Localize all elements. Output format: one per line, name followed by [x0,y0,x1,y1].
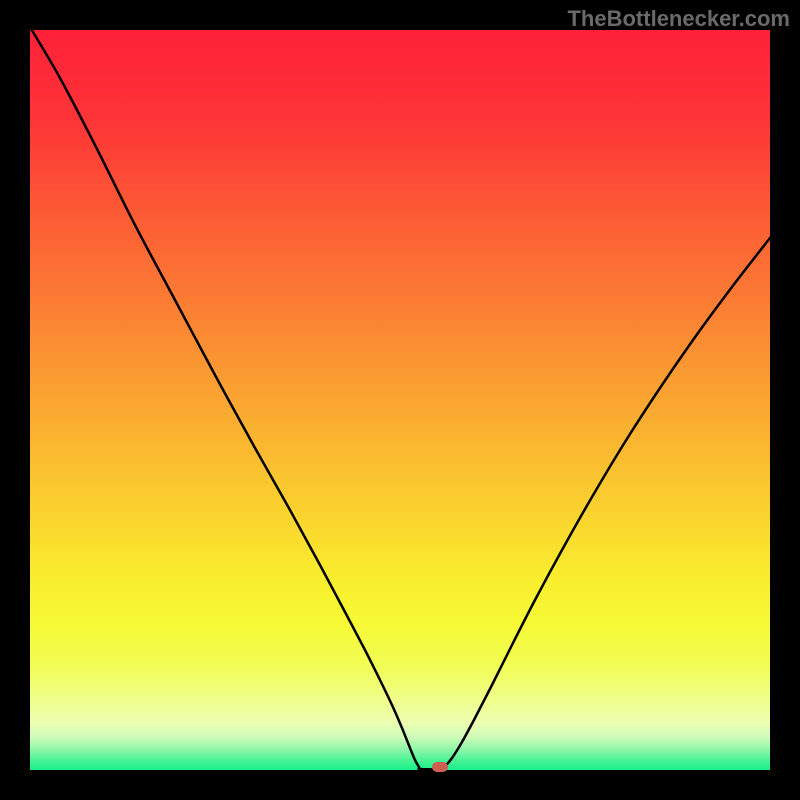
gradient-background [30,30,770,770]
watermark-text: TheBottlenecker.com [567,6,790,32]
optimum-marker [432,762,448,772]
